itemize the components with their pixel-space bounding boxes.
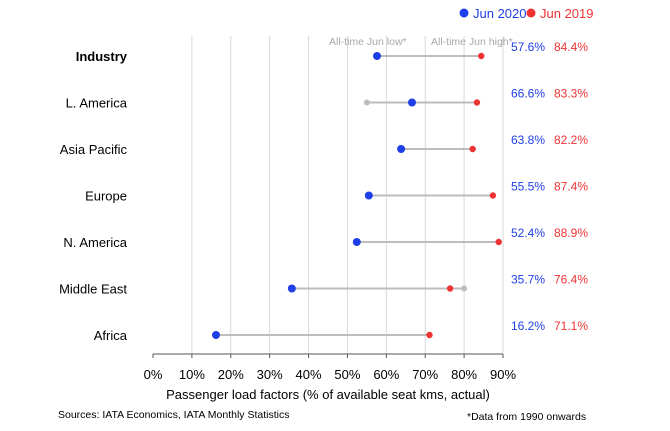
- jun-2019-point-middle-east: [446, 285, 454, 292]
- value-label-jun-2019-asia-pacific: 82.2%: [554, 133, 588, 147]
- legend-marker-jun-2019: [526, 8, 536, 18]
- x-tick-label-80: 80%: [451, 367, 477, 382]
- value-labels: 57.6% 84.4% 66.6% 83.3% 63.8% 82.2% 55.5% 87.4%…: [511, 40, 588, 333]
- value-label-jun-2020-africa: 16.2%: [511, 319, 545, 333]
- category-label-n-america: N. America: [63, 235, 127, 250]
- jun-2019-point-asia-pacific: [469, 145, 476, 153]
- jun-2019-point-africa: [426, 331, 433, 339]
- x-tick-label-60: 60%: [373, 367, 399, 382]
- jun-2020-point-europe: [364, 191, 373, 200]
- x-tick-label-70: 70%: [412, 367, 438, 382]
- value-label-jun-2019-africa: 71.1%: [554, 319, 588, 333]
- value-label-jun-2019-middle-east: 76.4%: [554, 273, 588, 287]
- value-label-jun-2020-l-america: 66.6%: [511, 87, 545, 101]
- all-time-high-marker-middle-east: [461, 285, 468, 292]
- value-label-jun-2020-n-america: 52.4%: [511, 226, 545, 240]
- x-axis-title: Passenger load factors (% of available s…: [166, 387, 490, 402]
- jun-2020-point-asia-pacific: [397, 145, 406, 153]
- jun-2019-point-industry: [478, 52, 485, 60]
- annotation-all-time-high: All-time Jun high*: [431, 36, 513, 48]
- legend-label-jun-2020: Jun 2020: [473, 6, 527, 21]
- jun-2020-point-l-america: [408, 98, 416, 107]
- x-tick-label-30: 30%: [257, 367, 283, 382]
- value-label-jun-2020-asia-pacific: 63.8%: [511, 133, 545, 147]
- annotation-all-time-low: All-time Jun low*: [329, 36, 407, 48]
- jun-2019-point-europe: [489, 192, 497, 199]
- category-label-middle-east: Middle East: [59, 282, 127, 297]
- jun-2020-point-africa: [212, 331, 220, 339]
- x-tick-label-0: 0%: [144, 367, 163, 382]
- jun-2020-point-middle-east: [287, 284, 296, 293]
- x-tick-label-20: 20%: [218, 367, 244, 382]
- legend: Jun 2020 Jun 2019: [459, 6, 594, 21]
- x-tick-label-40: 40%: [296, 367, 322, 382]
- legend-label-jun-2019: Jun 2019: [540, 6, 594, 21]
- value-label-jun-2019-l-america: 83.3%: [554, 87, 588, 101]
- data-footnote: *Data from 1990 onwards: [467, 411, 586, 423]
- category-label-industry: Industry: [76, 49, 128, 64]
- value-label-jun-2019-europe: 87.4%: [554, 180, 588, 194]
- value-label-jun-2019-n-america: 88.9%: [554, 226, 588, 240]
- source-footnote: Sources: IATA Economics, IATA Monthly St…: [58, 409, 289, 421]
- jun-2020-point-n-america: [352, 238, 361, 246]
- x-axis: 0% 10% 20% 30% 40% 50% 60% 70% 80% 90%: [144, 353, 516, 382]
- category-label-europe: Europe: [85, 189, 127, 204]
- value-label-jun-2020-middle-east: 35.7%: [511, 273, 545, 287]
- jun-2019-point-l-america: [473, 99, 481, 106]
- markers: [212, 52, 502, 339]
- value-label-jun-2020-europe: 55.5%: [511, 180, 545, 194]
- jun-2020-point-industry: [373, 52, 381, 60]
- category-label-asia-pacific: Asia Pacific: [60, 142, 128, 157]
- all-time-low-marker-l-america: [363, 99, 370, 106]
- x-tick-label-10: 10%: [179, 367, 205, 382]
- x-tick-label-50: 50%: [334, 367, 360, 382]
- value-label-jun-2020-industry: 57.6%: [511, 40, 545, 54]
- annotations: All-time Jun low* All-time Jun high*: [329, 36, 513, 48]
- category-labels: Industry L. America Asia Pacific Europe N. A…: [59, 49, 128, 343]
- category-label-l-america: L. America: [66, 96, 128, 111]
- category-label-africa: Africa: [94, 328, 128, 343]
- legend-marker-jun-2020: [459, 8, 469, 18]
- range-lines: [216, 55, 499, 336]
- value-label-jun-2019-industry: 84.4%: [554, 40, 588, 54]
- jun-2019-point-n-america: [495, 238, 502, 246]
- x-tick-label-90: 90%: [490, 367, 516, 382]
